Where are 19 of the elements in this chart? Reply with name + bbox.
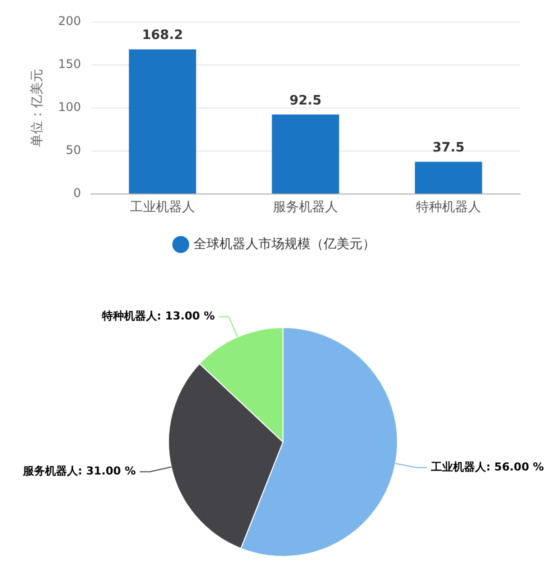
y-tick-label: 100 (58, 100, 81, 114)
slice-label: 服务机器人: 31.00 % (22, 464, 136, 478)
slice-label: 特种机器人: 13.00 % (100, 310, 215, 323)
data-label: 168.2 (142, 28, 184, 44)
slice-label: 工业机器人: 56.00 % (430, 460, 544, 474)
data-label: 92.5 (289, 93, 322, 108)
legend-label: 全球机器人市场规模（亿美元） (193, 236, 376, 252)
bar (272, 114, 340, 194)
y-tick-label: 0 (73, 186, 81, 200)
x-tick-label: 服务机器人 (273, 200, 338, 216)
x-tick-label: 工业机器人 (130, 200, 195, 216)
bar (128, 49, 196, 194)
y-axis-title: 单位：亿美元 (29, 69, 46, 147)
y-tick-label: 150 (58, 57, 81, 72)
data-label: 37.5 (432, 140, 465, 156)
x-tick-label: 特种机器人 (416, 200, 481, 216)
bar (414, 162, 482, 194)
y-tick-label: 50 (66, 143, 81, 158)
y-tick-label: 200 (58, 14, 81, 28)
